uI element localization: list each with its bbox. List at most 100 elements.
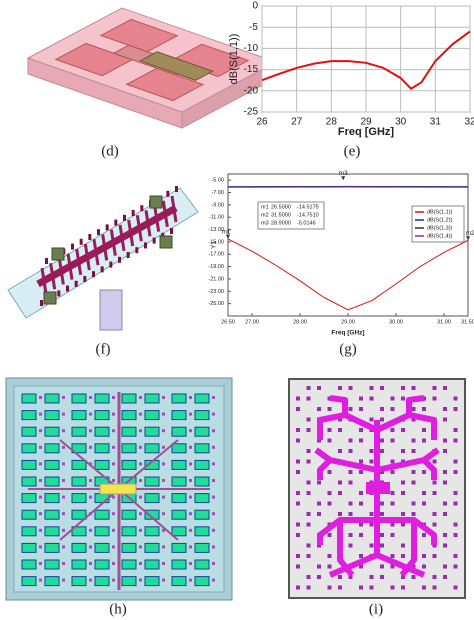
via xyxy=(327,428,332,432)
via xyxy=(162,429,165,433)
via xyxy=(380,449,384,453)
parasitic xyxy=(135,247,139,254)
y-tick-label: -15.00 xyxy=(208,239,224,245)
element xyxy=(171,526,187,537)
marker-label: m2 xyxy=(465,230,474,237)
via xyxy=(89,562,92,565)
marker-cell: 28.9000 xyxy=(271,220,291,226)
series-line xyxy=(261,30,471,90)
via xyxy=(443,417,447,422)
via xyxy=(89,445,92,449)
element xyxy=(94,410,110,421)
via xyxy=(89,578,92,582)
element xyxy=(194,410,210,421)
via xyxy=(306,480,311,485)
via xyxy=(112,396,115,399)
via xyxy=(359,428,363,432)
via xyxy=(443,438,447,443)
element xyxy=(121,576,137,587)
via xyxy=(112,462,115,466)
via xyxy=(189,412,192,416)
via xyxy=(338,449,342,453)
via xyxy=(189,495,192,499)
via xyxy=(348,386,353,390)
via xyxy=(453,585,458,590)
via xyxy=(306,554,311,558)
via xyxy=(390,428,395,432)
element xyxy=(21,576,37,587)
element xyxy=(194,493,210,504)
parasitic xyxy=(126,252,130,258)
via xyxy=(348,407,353,411)
fractal-element xyxy=(314,447,378,480)
via xyxy=(89,396,92,399)
element xyxy=(194,542,210,553)
element xyxy=(171,459,187,470)
x-axis-label: Freq [GHz] xyxy=(338,126,395,138)
via xyxy=(338,575,342,579)
via xyxy=(390,470,395,474)
via xyxy=(348,449,353,453)
via xyxy=(411,438,416,443)
via xyxy=(189,528,192,532)
via xyxy=(327,407,332,411)
via xyxy=(162,462,165,466)
y-tick-label: -5.00 xyxy=(211,178,224,184)
via xyxy=(306,491,311,495)
via xyxy=(189,462,192,466)
via xyxy=(369,459,374,464)
element xyxy=(94,559,110,570)
stub xyxy=(92,238,100,266)
via xyxy=(348,533,353,537)
via xyxy=(89,495,92,499)
x-axis-label: Freq [GHz] xyxy=(331,330,364,337)
stub xyxy=(57,258,65,285)
parasitic xyxy=(97,229,100,236)
element xyxy=(171,393,187,404)
via xyxy=(401,512,405,516)
via xyxy=(443,501,447,506)
via xyxy=(359,407,363,411)
element xyxy=(194,576,210,587)
via xyxy=(369,522,374,527)
via xyxy=(296,554,300,558)
via xyxy=(112,429,115,433)
via xyxy=(39,412,42,416)
parasitic xyxy=(92,271,95,278)
feed-port xyxy=(366,482,390,494)
element xyxy=(44,559,60,570)
via xyxy=(112,562,115,565)
via xyxy=(432,491,437,495)
panel-label: (h) xyxy=(109,601,127,617)
via xyxy=(112,495,115,499)
element xyxy=(71,410,87,421)
stub xyxy=(83,243,91,271)
stub xyxy=(109,229,117,256)
fractal-element xyxy=(376,447,440,480)
element xyxy=(44,476,60,487)
via xyxy=(296,522,300,527)
via xyxy=(89,429,92,433)
stub xyxy=(118,224,126,252)
via xyxy=(369,386,374,390)
via xyxy=(162,528,165,532)
via xyxy=(432,575,437,579)
via xyxy=(139,528,142,532)
element xyxy=(144,509,160,520)
via xyxy=(401,449,405,453)
via xyxy=(296,491,300,495)
stub xyxy=(170,195,178,223)
via xyxy=(139,495,142,499)
y-tick-label: -25.00 xyxy=(208,301,224,307)
x-tick-label: 29 xyxy=(360,117,372,128)
via xyxy=(139,578,142,582)
via xyxy=(443,533,447,537)
via xyxy=(62,545,65,549)
parasitic xyxy=(144,242,147,249)
via xyxy=(139,562,142,565)
marker-cell: 31.5000 xyxy=(271,212,291,218)
via xyxy=(189,445,192,449)
via xyxy=(62,462,65,466)
element xyxy=(44,542,60,553)
via xyxy=(162,578,165,582)
